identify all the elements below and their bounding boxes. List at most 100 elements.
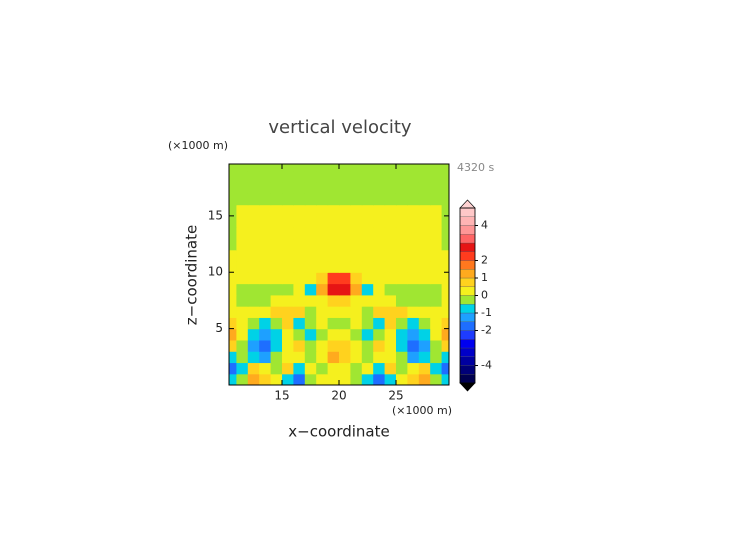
- contour-cell: [441, 351, 449, 364]
- contour-cell: [293, 164, 306, 172]
- contour-cell: [282, 272, 295, 285]
- colorbar-swatch: [459, 347, 476, 357]
- contour-cell: [270, 238, 283, 251]
- contour-cell: [350, 272, 363, 285]
- contour-cell: [407, 351, 420, 364]
- contour-cell: [395, 294, 408, 307]
- contour-cell: [282, 249, 295, 262]
- colorbar-swatch: [459, 260, 476, 270]
- contour-cell: [229, 249, 238, 262]
- contour-cell: [236, 272, 249, 285]
- contour-cell: [339, 306, 351, 318]
- contour-cell: [373, 204, 386, 217]
- colorbar-tick-label: 4: [481, 219, 488, 232]
- contour-cell: [282, 164, 295, 172]
- contour-cell: [247, 193, 260, 206]
- colorbar-swatch: [459, 312, 476, 322]
- contour-cell: [247, 328, 260, 341]
- contour-cell: [407, 294, 420, 307]
- contour-cell: [384, 182, 397, 194]
- chart-title: vertical velocity: [268, 117, 412, 138]
- y-tick-label: 10: [208, 265, 223, 279]
- contour-cell: [339, 227, 351, 240]
- x-axis-label: x−coordinate: [288, 423, 389, 441]
- contour-cell: [373, 182, 386, 194]
- contour-cell: [441, 373, 449, 385]
- contour-cell: [384, 339, 397, 352]
- contour-cell: [327, 373, 340, 385]
- contour-cell: [304, 373, 317, 385]
- contour-cell: [361, 170, 374, 183]
- contour-cell: [350, 351, 363, 364]
- contour-cell: [373, 317, 386, 330]
- contour-cell: [395, 306, 408, 318]
- contour-cell: [441, 306, 449, 318]
- contour-cell: [441, 227, 449, 240]
- contour-cell: [350, 215, 363, 228]
- contour-cell: [270, 260, 283, 273]
- contour-cell: [316, 272, 329, 285]
- contour-cell: [229, 283, 238, 296]
- contour-cell: [236, 362, 249, 375]
- contour-cell: [384, 362, 397, 375]
- field: [229, 164, 449, 385]
- contour-cell: [418, 373, 431, 385]
- contour-cell: [327, 193, 340, 206]
- contour-cell: [430, 272, 443, 285]
- contour-cell: [384, 260, 397, 273]
- contour-cell: [373, 249, 386, 262]
- colorbar-swatch: [459, 295, 476, 305]
- colorbar-swatch: [459, 242, 476, 252]
- contour-cell: [304, 306, 317, 318]
- contour-cell: [350, 373, 363, 385]
- contour-cell: [384, 215, 397, 228]
- contour-cell: [418, 182, 431, 194]
- contour-cell: [247, 238, 260, 251]
- colorbar-swatch: [459, 234, 476, 244]
- contour-cell: [430, 351, 443, 364]
- contour-cell: [407, 249, 420, 262]
- contour-cell: [350, 317, 363, 330]
- y-tick-label: 15: [208, 208, 223, 222]
- contour-cell: [373, 328, 386, 341]
- contour-cell: [339, 238, 351, 251]
- contour-cell: [350, 170, 363, 183]
- contour-cell: [247, 164, 260, 172]
- contour-cell: [384, 193, 397, 206]
- contour-cell: [350, 204, 363, 217]
- contour-cell: [304, 193, 317, 206]
- contour-cell: [316, 227, 329, 240]
- contour-cell: [350, 294, 363, 307]
- contour-cell: [361, 306, 374, 318]
- contour-cell: [407, 238, 420, 251]
- contour-cell: [339, 294, 351, 307]
- contour-cell: [407, 362, 420, 375]
- contour-cell: [373, 294, 386, 307]
- contour-cell: [236, 170, 249, 183]
- contour-cell: [350, 306, 363, 318]
- contour-cell: [327, 164, 340, 172]
- contour-cell: [430, 238, 443, 251]
- contour-cell: [418, 260, 431, 273]
- contour-cell: [304, 351, 317, 364]
- contour-cell: [350, 362, 363, 375]
- contour-cell: [316, 294, 329, 307]
- contour-cell: [304, 204, 317, 217]
- contour-cell: [293, 193, 306, 206]
- contour-cell: [361, 182, 374, 194]
- contour-cell: [304, 182, 317, 194]
- contour-cell: [236, 164, 249, 172]
- contour-cell: [304, 328, 317, 341]
- contour-cell: [441, 215, 449, 228]
- colorbar-swatch: [459, 286, 476, 296]
- contour-cell: [373, 373, 386, 385]
- contour-cell: [316, 362, 329, 375]
- contour-cell: [373, 260, 386, 273]
- colorbar-swatch: [459, 269, 476, 279]
- contour-cell: [293, 362, 306, 375]
- contour-cell: [316, 283, 329, 296]
- contour-cell: [430, 170, 443, 183]
- contour-cell: [339, 193, 351, 206]
- contour-cell: [441, 283, 449, 296]
- contour-cell: [282, 204, 295, 217]
